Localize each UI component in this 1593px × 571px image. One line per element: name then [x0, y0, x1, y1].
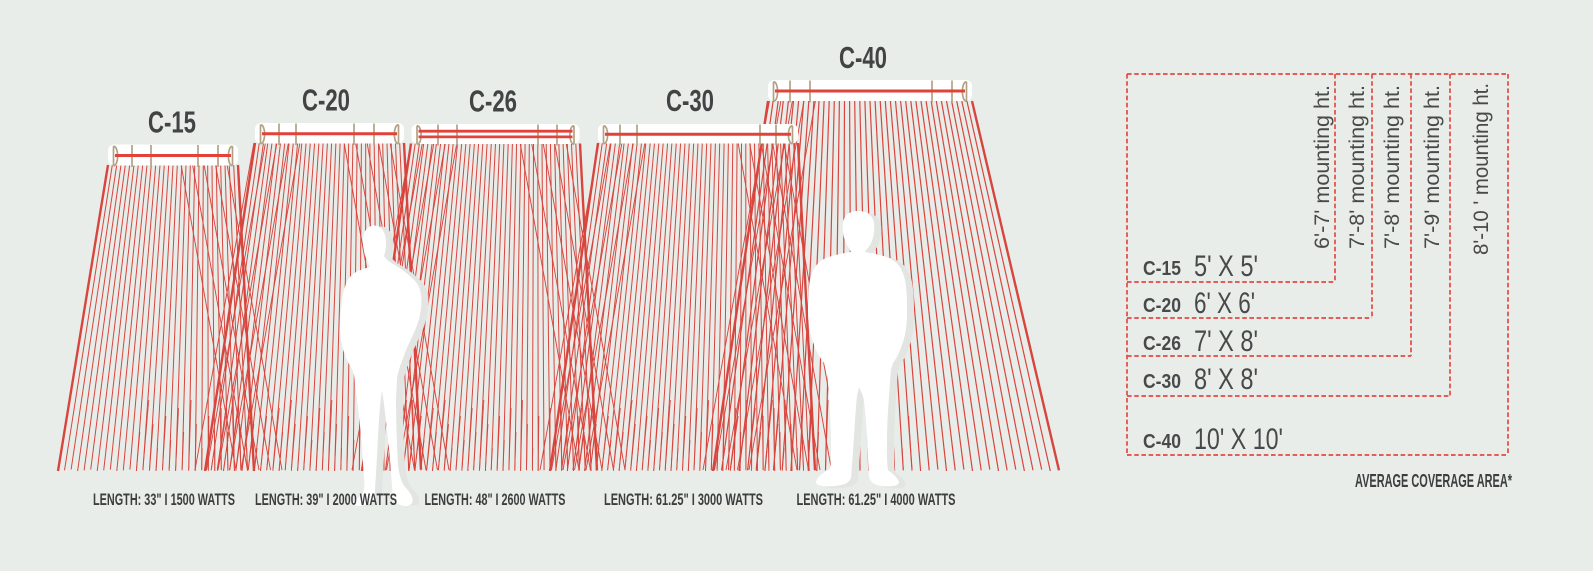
svg-text:7'-8' mounting ht.: 7'-8' mounting ht.	[1381, 85, 1404, 249]
svg-text:7'-8' mounting ht.: 7'-8' mounting ht.	[1346, 85, 1369, 249]
svg-text:LENGTH: 61.25" I 4000 WATTS: LENGTH: 61.25" I 4000 WATTS	[797, 490, 956, 509]
svg-text:8' X 8': 8' X 8'	[1194, 363, 1258, 396]
svg-text:7'-9' mounting ht.: 7'-9' mounting ht.	[1421, 85, 1444, 249]
svg-text:C-15: C-15	[148, 105, 196, 140]
svg-text:C-26: C-26	[1143, 333, 1181, 355]
svg-text:LENGTH: 39" I 2000 WATTS: LENGTH: 39" I 2000 WATTS	[255, 490, 397, 509]
svg-text:LENGTH: 61.25" I 3000 WATTS: LENGTH: 61.25" I 3000 WATTS	[604, 490, 763, 509]
svg-text:C-26: C-26	[469, 84, 517, 119]
svg-text:C-15: C-15	[1143, 258, 1181, 280]
svg-text:8'-10 ' mounting ht.: 8'-10 ' mounting ht.	[1470, 83, 1493, 255]
svg-text:AVERAGE COVERAGE AREA*: AVERAGE COVERAGE AREA*	[1355, 471, 1512, 491]
svg-text:6' X 6': 6' X 6'	[1194, 287, 1255, 320]
svg-text:LENGTH: 33" I 1500 WATTS: LENGTH: 33" I 1500 WATTS	[93, 490, 235, 509]
svg-text:10' X 10': 10' X 10'	[1194, 423, 1283, 456]
svg-text:LENGTH: 48" I 2600 WATTS: LENGTH: 48" I 2600 WATTS	[425, 490, 566, 509]
svg-text:7' X 8': 7' X 8'	[1194, 325, 1258, 358]
svg-text:C-30: C-30	[666, 83, 714, 118]
svg-text:C-20: C-20	[302, 83, 350, 118]
svg-text:C-40: C-40	[839, 40, 887, 75]
svg-text:C-20: C-20	[1143, 295, 1181, 317]
svg-text:C-40: C-40	[1143, 431, 1181, 453]
svg-text:5' X 5': 5' X 5'	[1194, 250, 1258, 283]
svg-text:6'-7' mounting ht.: 6'-7' mounting ht.	[1311, 85, 1334, 249]
svg-text:C-30: C-30	[1143, 371, 1181, 393]
